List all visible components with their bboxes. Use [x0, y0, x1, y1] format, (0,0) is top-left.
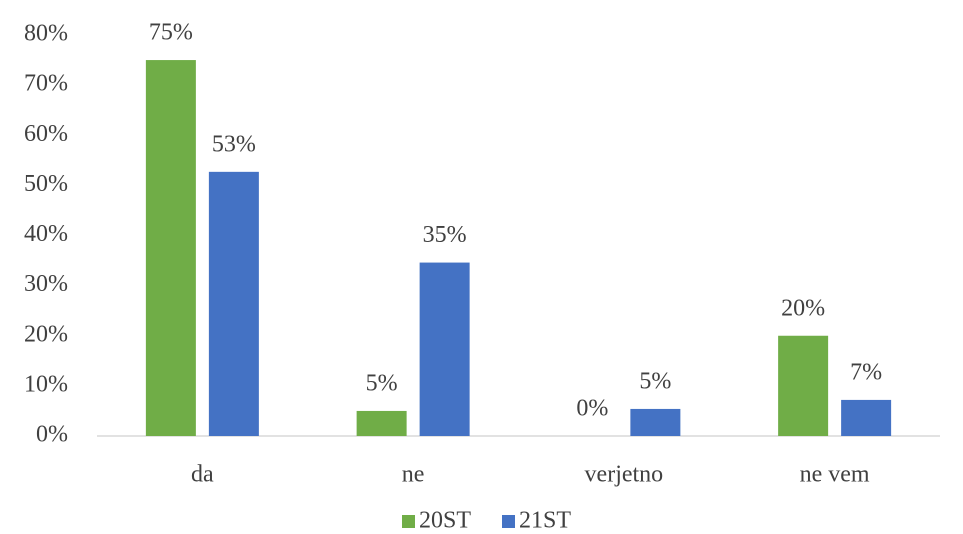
bar — [778, 335, 829, 436]
y-tick-label: 50% — [24, 171, 68, 197]
bar — [841, 399, 892, 436]
y-tick-label: 0% — [36, 422, 68, 448]
bar — [419, 262, 470, 436]
data-label: 53% — [212, 131, 256, 157]
bar — [145, 60, 196, 436]
y-tick-label: 20% — [24, 321, 68, 347]
data-label: 20% — [781, 295, 825, 321]
x-tick-label: ne — [402, 462, 425, 488]
y-tick-label: 40% — [24, 221, 68, 247]
legend-label: 21ST — [519, 508, 571, 534]
y-tick-label: 60% — [24, 121, 68, 147]
y-tick-label: 10% — [24, 371, 68, 397]
y-tick-label: 30% — [24, 271, 68, 297]
legend-swatch — [402, 515, 415, 528]
data-label: 5% — [366, 370, 398, 396]
data-label: 35% — [423, 222, 467, 248]
y-tick-label: 80% — [24, 21, 68, 47]
data-label: 0% — [576, 396, 608, 422]
data-label: 5% — [639, 368, 671, 394]
bar — [356, 410, 407, 436]
legend-swatch — [502, 515, 515, 528]
bar — [630, 408, 681, 436]
x-tick-label: ne vem — [800, 462, 870, 488]
y-tick-label: 70% — [24, 71, 68, 97]
legend-label: 20ST — [419, 508, 471, 534]
data-label: 7% — [850, 359, 882, 385]
x-tick-label: verjetno — [585, 462, 664, 488]
bar — [208, 171, 259, 436]
x-tick-label: da — [191, 462, 214, 488]
data-label: 75% — [149, 20, 193, 46]
